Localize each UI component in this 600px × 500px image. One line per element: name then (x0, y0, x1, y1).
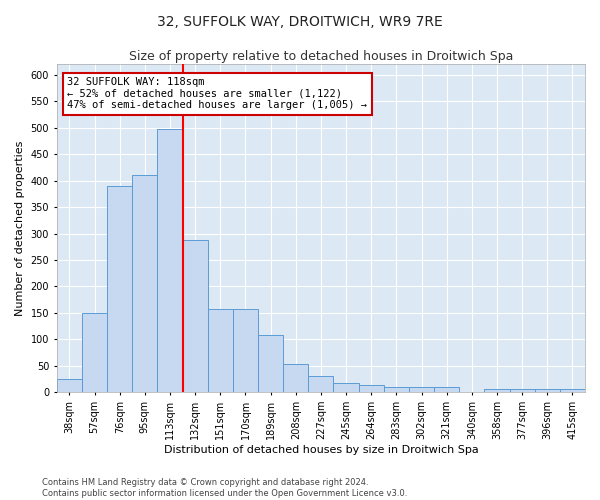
Bar (208, 308, 233, 392)
Text: 32, SUFFOLK WAY, DROITWICH, WR9 7RE: 32, SUFFOLK WAY, DROITWICH, WR9 7RE (157, 15, 443, 29)
Bar (233, 308, 258, 392)
Bar (434, 387, 459, 392)
Bar (334, 383, 359, 392)
Text: Contains HM Land Registry data © Crown copyright and database right 2024.
Contai: Contains HM Land Registry data © Crown c… (42, 478, 407, 498)
Bar (308, 376, 334, 392)
Bar (182, 240, 208, 392)
Bar (82, 313, 107, 392)
Bar (283, 364, 308, 392)
Bar (107, 186, 132, 392)
Title: Size of property relative to detached houses in Droitwich Spa: Size of property relative to detached ho… (129, 50, 513, 63)
Text: 32 SUFFOLK WAY: 118sqm
← 52% of detached houses are smaller (1,122)
47% of semi-: 32 SUFFOLK WAY: 118sqm ← 52% of detached… (67, 78, 367, 110)
Bar (258, 335, 283, 392)
Bar (509, 389, 535, 392)
Bar (560, 389, 585, 392)
Y-axis label: Number of detached properties: Number of detached properties (15, 140, 25, 316)
Bar (384, 387, 409, 392)
X-axis label: Distribution of detached houses by size in Droitwich Spa: Distribution of detached houses by size … (164, 445, 478, 455)
Bar (409, 387, 434, 392)
Bar (484, 389, 509, 392)
Bar (535, 389, 560, 392)
Bar (359, 386, 384, 392)
Bar (132, 176, 157, 392)
Bar (57, 379, 82, 392)
Bar (157, 128, 182, 392)
